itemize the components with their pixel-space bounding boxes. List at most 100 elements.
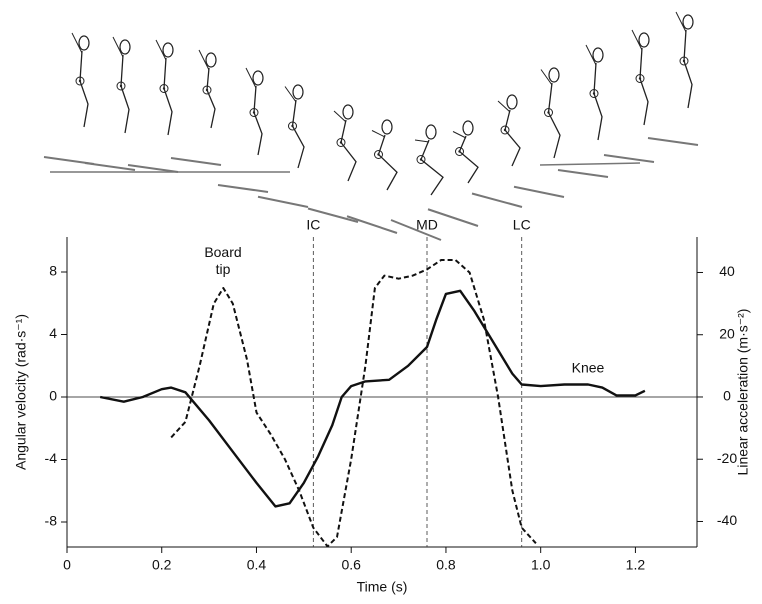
figure-arm (245, 67, 257, 89)
figure-com (455, 147, 464, 156)
figure-board (539, 162, 641, 166)
figure-board (557, 169, 609, 178)
figure-arm (585, 44, 597, 66)
figure-com-dot (291, 124, 294, 128)
figure-head (205, 52, 217, 68)
y2-axis-title: Linear acceleration (m·s⁻²) (735, 309, 751, 476)
figure-com-dot (547, 111, 550, 114)
y-tick-label: -4 (45, 450, 58, 466)
figure-com (500, 125, 510, 135)
figure-com (202, 85, 212, 95)
figure-head (506, 94, 518, 110)
figure-com (589, 89, 599, 98)
figure-arm (540, 69, 553, 86)
figure-com (544, 108, 553, 117)
y2-tick-label: 20 (719, 325, 735, 341)
figure-com-dot (592, 92, 596, 95)
figure-com-dot (339, 141, 343, 144)
figure-com (75, 76, 85, 86)
figure-com-dot (377, 153, 380, 156)
figure-head (381, 119, 393, 135)
x-tick-label: 1.0 (531, 557, 551, 573)
figure-body (504, 109, 521, 167)
y2-tick-label: -40 (717, 512, 737, 528)
figure-com (159, 84, 169, 93)
figure-head (425, 124, 437, 140)
figure-arm (452, 131, 467, 139)
figure-body (206, 67, 216, 129)
series-line (99, 289, 646, 508)
figure-head (548, 67, 560, 83)
figure-arm (497, 100, 511, 113)
figure-com-dot (78, 79, 82, 83)
y-tick-label: 0 (49, 388, 57, 404)
figure-board (513, 185, 565, 198)
figure-body (253, 85, 263, 156)
figure-arm (371, 130, 386, 138)
event-label: MD (416, 217, 438, 233)
figure-com (416, 155, 426, 164)
x-axis-title: Time (s) (357, 579, 408, 595)
figure-arm (284, 86, 297, 103)
figure-com-dot (162, 87, 166, 90)
figure-head (252, 70, 264, 86)
figure-body (163, 57, 173, 136)
figure-arm (71, 32, 83, 54)
x-tick-label: 0.4 (247, 557, 267, 573)
x-tick-label: 0.2 (152, 557, 172, 573)
figure-body (683, 29, 693, 109)
series-label: Board tip (204, 244, 242, 277)
figure-body (593, 62, 603, 141)
figure-com-dot (119, 84, 123, 88)
figure-arm (112, 36, 124, 58)
figure-board (471, 192, 523, 208)
y-axis-title: Angular velocity (rad·s⁻¹) (13, 314, 29, 470)
figure-head (78, 35, 90, 51)
y-tick-label: 8 (49, 263, 57, 279)
figure-board (603, 154, 655, 163)
athlete-illustration (43, 11, 699, 241)
figure-board (84, 162, 136, 171)
figure-com (374, 150, 383, 159)
figure-com (116, 81, 126, 91)
figure-arm (333, 110, 347, 123)
figure-head (592, 47, 604, 63)
figure-arm (631, 29, 643, 51)
figure-head (119, 39, 131, 55)
x-tick-label: 0.8 (436, 557, 456, 573)
figure-head (342, 104, 354, 120)
figure-board (257, 195, 309, 208)
figure-com (679, 56, 689, 66)
figure-head (292, 84, 304, 100)
figure-com-dot (205, 88, 209, 92)
y2-tick-label: -20 (717, 450, 737, 466)
figure-com-dot (252, 111, 256, 114)
figure-com (249, 108, 259, 117)
figure-com-dot (458, 150, 461, 153)
figure-body (420, 139, 444, 196)
figure-board (170, 157, 222, 166)
x-tick-label: 0.6 (341, 557, 361, 573)
figure-body (340, 119, 357, 182)
figure-body (458, 135, 479, 184)
figure-com-dot (419, 158, 423, 161)
figure-arm (198, 49, 210, 71)
figure-com (288, 121, 297, 131)
figure-body (291, 99, 305, 169)
y2-tick-label: 0 (723, 388, 731, 404)
event-label: LC (513, 217, 531, 233)
figure-body (639, 47, 649, 126)
figure-board (127, 164, 179, 173)
figure-arm (675, 11, 687, 33)
series-line (170, 259, 537, 548)
series-label-text: Board tip (204, 244, 242, 277)
figure-board (217, 184, 269, 193)
figure-com-dot (638, 77, 642, 80)
figure-board (647, 137, 699, 146)
figure-head (682, 14, 694, 30)
figure-head (638, 32, 650, 48)
x-tick-label: 1.2 (626, 557, 646, 573)
y-tick-label: 4 (49, 325, 57, 341)
y-tick-label: -8 (45, 513, 58, 529)
